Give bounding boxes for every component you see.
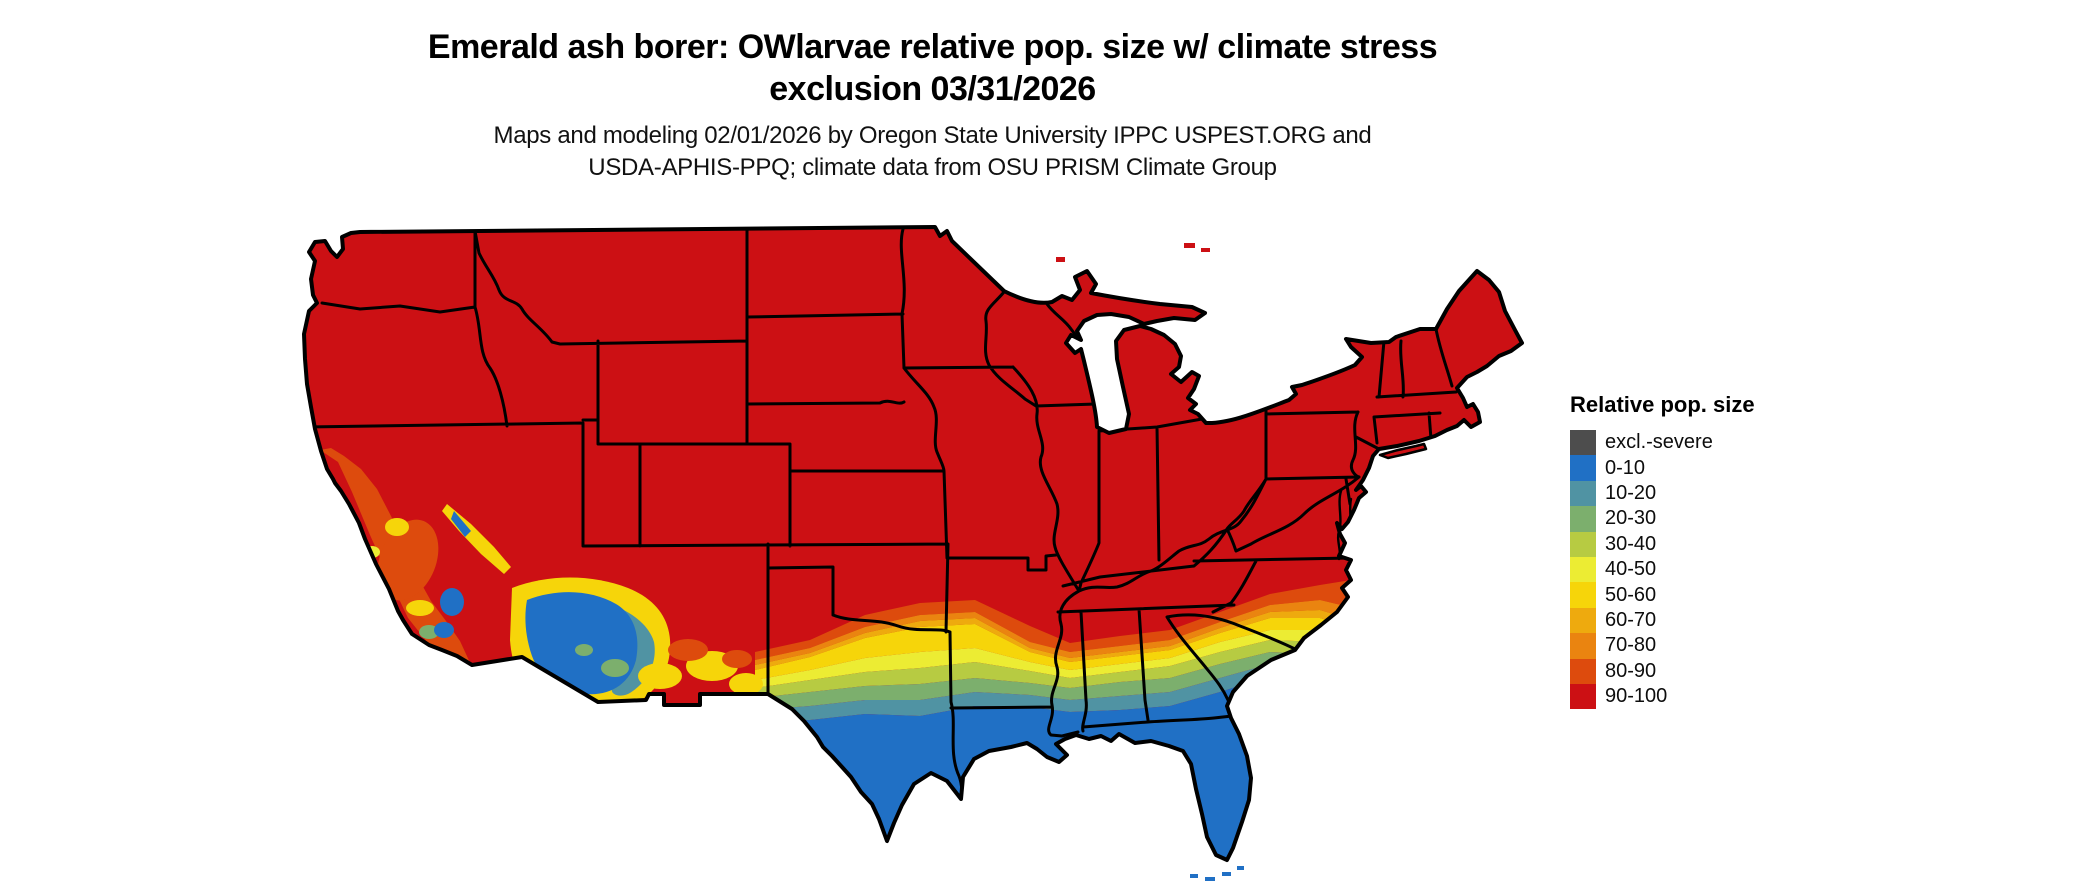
legend-entry-label: 20-30: [1605, 507, 1657, 530]
channel-island: [402, 647, 408, 653]
new-mexico-yellow-patch: [729, 673, 763, 695]
arizona-green-patch: [601, 659, 629, 677]
key-dot: [1222, 872, 1231, 876]
legend-swatch: [1570, 556, 1596, 583]
legend-title: Relative pop. size: [1570, 392, 1755, 417]
legend-swatch: [1570, 633, 1596, 659]
california-yellow-patch: [406, 600, 434, 616]
arizona-green-patch: [575, 644, 593, 656]
legend-entry: 20-30: [1570, 506, 1930, 532]
base-fill-90-100: [304, 227, 1522, 860]
band-30-40: [755, 640, 1420, 698]
long-island: [1378, 442, 1428, 460]
legend-entry-label: excl.-severe: [1605, 431, 1713, 454]
band-50-60: [755, 618, 1420, 680]
legend-swatch: [1570, 531, 1596, 557]
band-70-80: [755, 600, 1420, 665]
island-dot: [1056, 257, 1065, 262]
legend-entries: excl.-severe 0-10 10-20 20-30 30-40 40-50 50-6…: [1570, 430, 1930, 710]
legend-entry: 10-20: [1570, 480, 1930, 507]
legend-swatch: [1570, 430, 1596, 456]
legend-entry-label: 50-60: [1605, 583, 1657, 606]
island-dot: [1201, 248, 1210, 252]
band-80-90: [755, 570, 1420, 660]
legend-swatch: [1570, 582, 1596, 608]
california-blue-patch: [434, 622, 454, 638]
legend-swatch: [1570, 658, 1596, 684]
map-title: Emerald ash borer: OWlarvae relative pop…: [0, 26, 1865, 110]
subtitle-line-1: Maps and modeling 02/01/2026 by Oregon S…: [493, 122, 1372, 149]
state-borders: [304, 227, 1458, 813]
california-foothill-orange: [377, 519, 439, 601]
legend-entry-label: 60-70: [1605, 608, 1657, 631]
new-mexico-orange-patch: [668, 639, 708, 661]
key-dot: [1237, 866, 1244, 870]
band-60-70: [755, 610, 1420, 670]
legend-entry: 60-70: [1570, 607, 1930, 634]
legend-swatch: [1570, 480, 1596, 507]
legend-entry-label: 70-80: [1605, 634, 1657, 657]
map-subtitle: Maps and modeling 02/01/2026 by Oregon S…: [0, 120, 1865, 184]
channel-island: [429, 658, 435, 664]
legend-entry: excl.-severe: [1570, 430, 1930, 456]
legend-entry-label: 80-90: [1605, 659, 1657, 682]
channel-island: [416, 653, 422, 659]
legend-entry-label: 90-100: [1605, 685, 1668, 708]
legend-entry: 90-100: [1570, 683, 1930, 710]
legend-entry: 50-60: [1570, 582, 1930, 608]
key-dot: [1190, 874, 1198, 878]
legend-entry-label: 0-10: [1605, 456, 1646, 479]
new-mexico-orange-patch: [722, 650, 752, 668]
new-mexico-yellow-patch: [638, 663, 682, 689]
legend-entry-label: 40-50: [1605, 558, 1657, 581]
title-line-1: Emerald ash borer: OWlarvae relative pop…: [427, 28, 1438, 66]
lake-superior-islands: [1056, 243, 1210, 262]
legend-entry: 40-50: [1570, 556, 1930, 583]
conus-outline: [302, 225, 1524, 862]
california-yellow-patch: [385, 518, 409, 536]
island-dot: [1184, 243, 1195, 248]
california-blue-patch: [440, 588, 464, 616]
big-bend-green-patch: [801, 738, 817, 750]
florida-keys: [1190, 866, 1244, 881]
band-40-50: [755, 630, 1420, 688]
subtitle-line-2: USDA-APHIS-PPQ; climate data from OSU PR…: [588, 154, 1277, 181]
legend: Relative pop. size excl.-severe 0-10 10-20…: [1570, 392, 1930, 710]
california-green-patch: [419, 625, 439, 639]
legend-entry: 80-90: [1570, 658, 1930, 684]
legend-swatch: [1570, 455, 1596, 481]
legend-entry-label: 30-40: [1605, 532, 1657, 555]
legend-swatch: [1570, 607, 1596, 634]
legend-entry: 0-10: [1570, 455, 1930, 481]
legend-entry: 70-80: [1570, 633, 1930, 659]
title-line-2: exclusion 03/31/2026: [769, 70, 1096, 108]
map-fill-layers: [304, 227, 1522, 860]
arizona-blue-blob: [525, 592, 638, 695]
nevada-blue-thread: [451, 511, 471, 537]
legend-swatch: [1570, 506, 1596, 532]
key-dot: [1205, 877, 1215, 881]
legend-entry-label: 10-20: [1605, 481, 1657, 504]
legend-entry: 30-40: [1570, 531, 1930, 557]
band-20-30: [755, 652, 1420, 710]
legend-swatch: [1570, 683, 1596, 710]
